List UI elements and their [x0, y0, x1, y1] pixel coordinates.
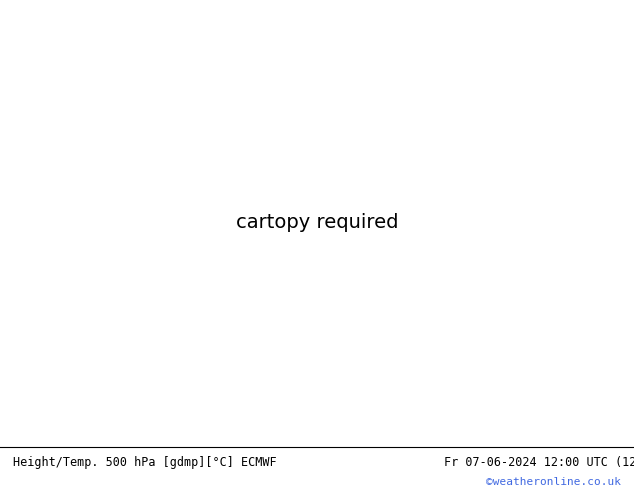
Text: Fr 07-06-2024 12:00 UTC (12+24): Fr 07-06-2024 12:00 UTC (12+24) [444, 456, 634, 469]
Text: cartopy required: cartopy required [236, 214, 398, 232]
Text: Height/Temp. 500 hPa [gdmp][°C] ECMWF: Height/Temp. 500 hPa [gdmp][°C] ECMWF [13, 456, 276, 469]
Text: ©weatheronline.co.uk: ©weatheronline.co.uk [486, 477, 621, 487]
